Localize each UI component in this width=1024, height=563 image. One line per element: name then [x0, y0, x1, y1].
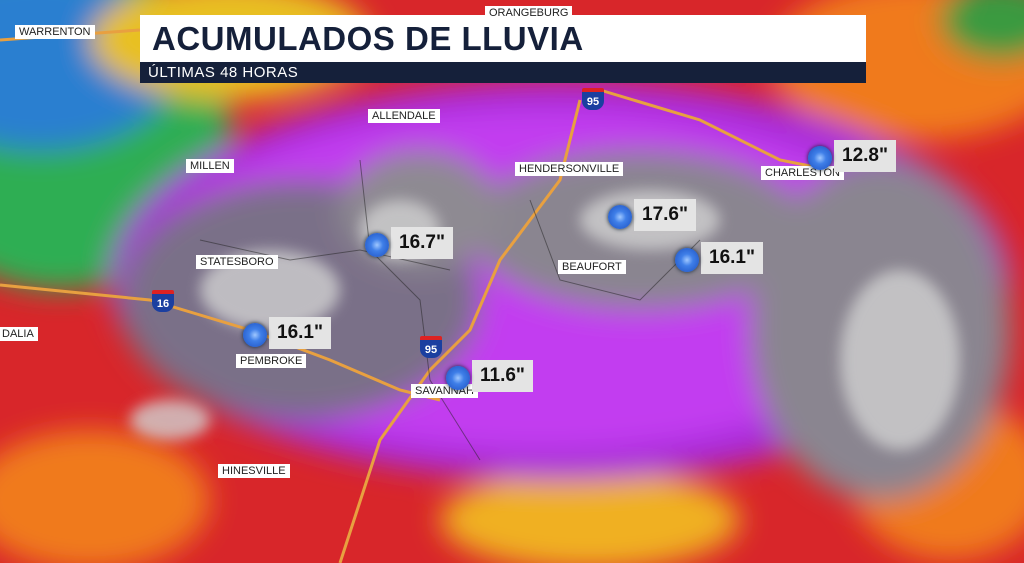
rainfall-marker: [808, 146, 832, 170]
highway-shield: 16: [152, 290, 174, 312]
city-label: SAVANNAH: [411, 384, 478, 398]
city-label: BEAUFORT: [558, 260, 626, 274]
rainfall-marker: [608, 205, 632, 229]
city-label: PEMBROKE: [236, 354, 307, 368]
rainfall-marker: [243, 323, 267, 347]
city-label: ALLENDALE: [368, 109, 440, 123]
rainfall-amount: 12.8": [834, 140, 896, 172]
title: ACUMULADOS DE LLUVIA: [140, 15, 866, 62]
rainfall-amount: 16.1": [269, 317, 331, 349]
highway-shield: 95: [420, 336, 442, 358]
rainfall-amount: 16.1": [701, 242, 763, 274]
city-label: WARRENTON: [15, 25, 95, 39]
rainfall-amount: 11.6": [472, 360, 533, 392]
city-label: MILLEN: [186, 159, 234, 173]
subtitle: ÚLTIMAS 48 HORAS: [140, 62, 866, 83]
highway-shield: 95: [582, 88, 604, 110]
city-label: STATESBORO: [196, 255, 278, 269]
rainfall-marker: [365, 233, 389, 257]
rainfall-amount: 16.7": [391, 227, 453, 259]
rainfall-marker: [446, 366, 470, 390]
header: ACUMULADOS DE LLUVIA ÚLTIMAS 48 HORAS: [140, 15, 866, 83]
rainfall-amount: 17.6": [634, 199, 696, 231]
city-label: CHARLESTON: [761, 166, 844, 180]
city-label: HENDERSONVILLE: [515, 162, 624, 176]
rainfall-marker: [675, 248, 699, 272]
city-label: DALIA: [0, 327, 38, 341]
city-label: HINESVILLE: [218, 464, 290, 478]
city-label: ORANGEBURG: [485, 6, 573, 20]
